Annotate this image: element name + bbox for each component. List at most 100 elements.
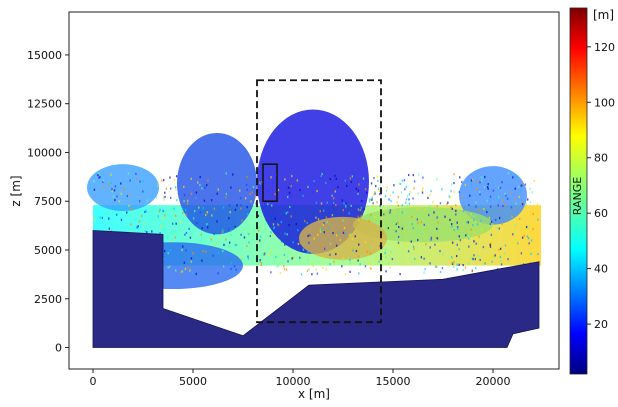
point [423,257,425,260]
point [477,208,480,212]
point [403,230,406,233]
point [161,216,163,220]
point [93,188,96,191]
point [290,184,292,188]
point [331,203,334,207]
point [169,249,171,252]
point [126,211,128,214]
point [359,263,361,266]
point [389,209,392,212]
point [225,196,227,199]
point [428,205,431,208]
point [436,178,438,181]
point [468,245,470,248]
point [222,228,224,231]
point [176,199,178,202]
point [389,194,391,197]
point [435,236,438,240]
point [450,222,453,226]
point [387,227,390,230]
point [345,208,347,211]
point [192,217,195,220]
point [528,242,530,245]
point [527,237,530,240]
point [406,195,409,198]
point [213,232,215,236]
point [476,223,479,226]
point [514,224,517,227]
point [379,230,382,233]
point [219,236,221,239]
point [110,229,112,232]
point [309,234,311,237]
point [241,219,243,222]
point [114,185,117,188]
point [291,174,293,178]
point [183,193,186,197]
point [476,180,479,183]
point [183,261,186,264]
point [448,195,450,198]
point [496,226,499,229]
point [499,255,502,258]
colorbar-unit: [m] [593,8,614,22]
point [157,181,159,184]
colorbar-gradient [569,7,588,375]
y-axis-label: z [m] [9,175,23,206]
point [392,191,394,194]
point [449,196,452,199]
point [378,189,381,192]
point [486,199,488,202]
point [467,262,470,265]
dashed-region-box [256,79,382,324]
point [473,214,475,218]
point [325,216,328,219]
point [320,174,322,178]
point [359,208,362,212]
point [199,175,201,179]
point [229,211,231,214]
point [473,218,475,222]
point [533,179,536,183]
point [175,222,177,225]
point [434,265,437,268]
point [457,228,459,231]
point [120,192,123,195]
point [120,182,122,185]
point [327,226,330,230]
point [230,262,233,265]
point [410,191,412,194]
point [185,213,187,216]
point [173,207,175,210]
point [306,251,309,255]
point [511,203,513,206]
point [473,257,476,260]
point [210,199,213,202]
point [246,176,248,179]
point [429,209,432,212]
point [497,186,500,189]
point [451,225,453,228]
point [413,247,415,250]
point [187,200,189,203]
point [373,176,375,180]
point [174,236,177,239]
point [344,179,347,182]
point [453,260,455,264]
point [342,231,345,234]
point [412,245,415,248]
colorbar-tick-label: 100 [594,96,615,109]
point [530,239,533,242]
point [437,221,439,224]
point [509,191,512,194]
point [376,201,378,204]
point [111,188,113,191]
point [504,244,507,247]
point [344,273,347,276]
point [360,215,363,218]
point [257,241,260,244]
point [450,206,452,209]
point [207,179,209,182]
point [501,181,503,184]
point [196,222,198,225]
